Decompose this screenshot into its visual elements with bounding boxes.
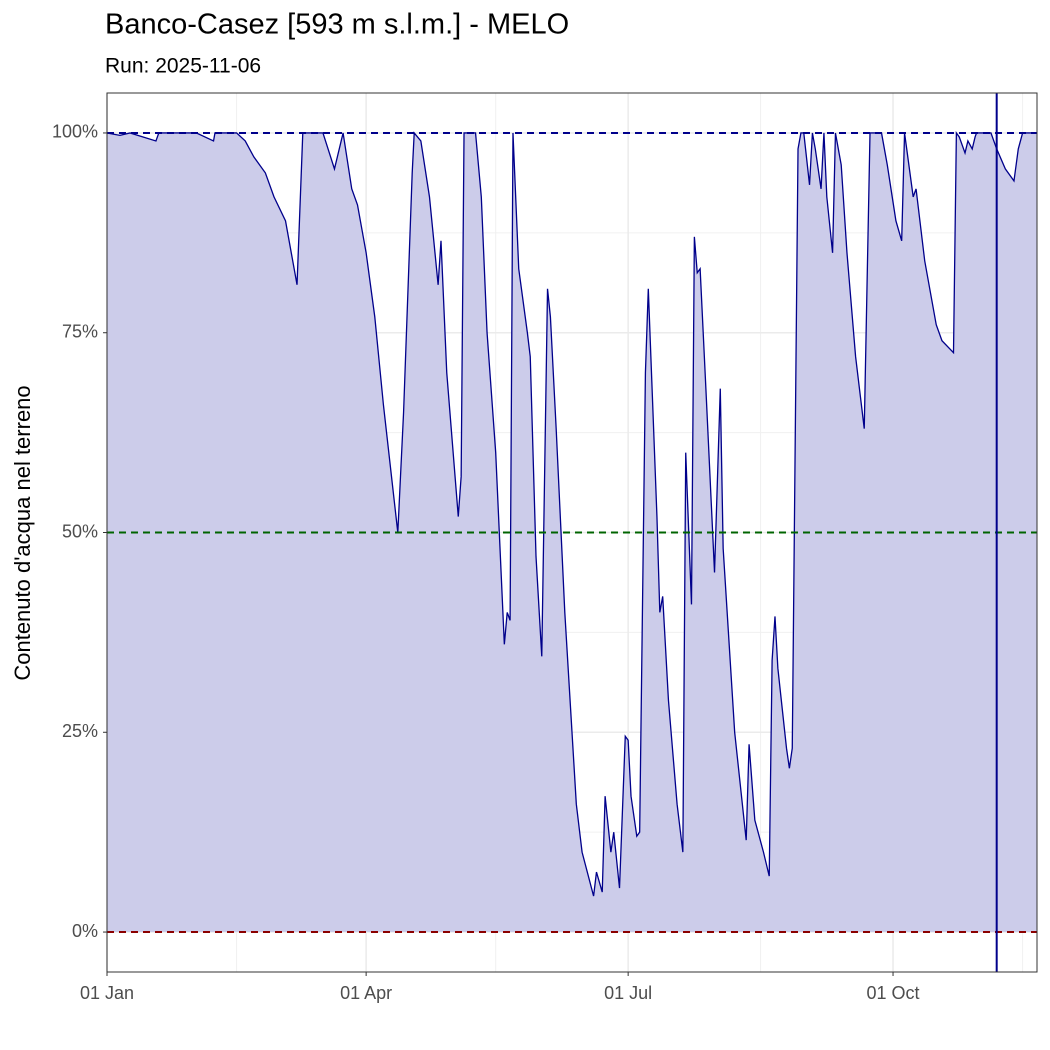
y-tick-label: 100%: [52, 122, 98, 142]
y-tick-label: 0%: [72, 921, 98, 941]
x-tick-label: 01 Jul: [604, 983, 652, 1003]
x-tick-label: 01 Jan: [80, 983, 134, 1003]
y-tick-label: 50%: [62, 521, 98, 541]
x-tick-label: 01 Apr: [340, 983, 392, 1003]
y-tick-label: 25%: [62, 721, 98, 741]
line: [106, 130, 1037, 897]
chart-title: Banco-Casez [593 m s.l.m.] - MELO: [105, 9, 569, 41]
area: [107, 132, 1037, 933]
y-tick-label: 75%: [62, 321, 98, 341]
x-tick-label: 01 Oct: [867, 983, 920, 1003]
chart-subtitle: Run: 2025-11-06: [105, 55, 261, 78]
y-axis-label: Contenuto d'acqua nel terreno: [10, 385, 35, 680]
